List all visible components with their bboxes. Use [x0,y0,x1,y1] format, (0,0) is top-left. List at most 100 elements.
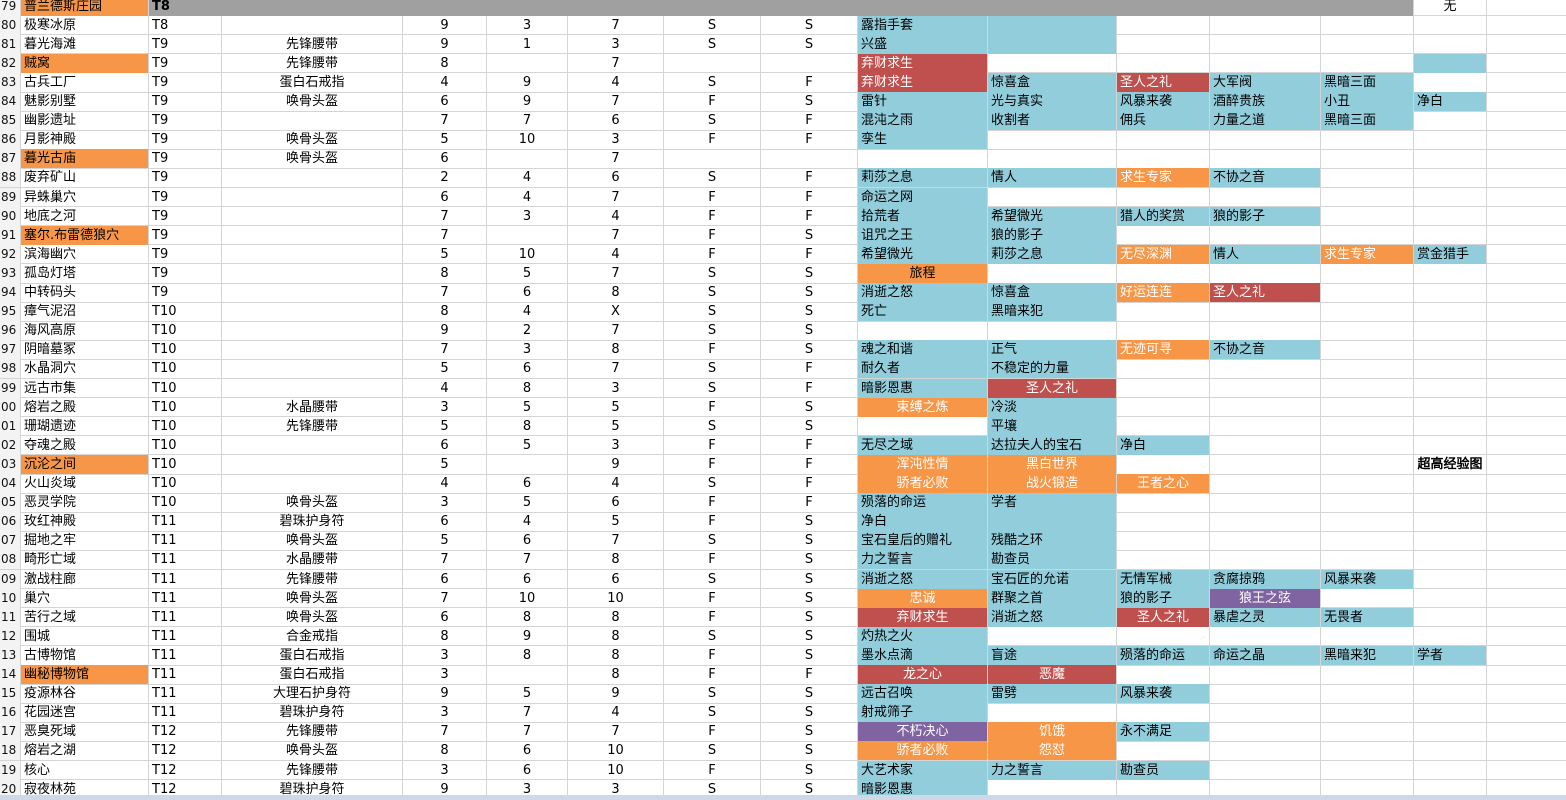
grade-cell[interactable]: S [707,781,717,797]
grade-cell[interactable]: F [805,189,813,205]
item-cell[interactable]: 大理石护身符 [272,686,351,702]
value-cell[interactable]: 3 [611,437,620,453]
grade-cell[interactable]: F [805,361,813,377]
value-cell[interactable]: 7 [440,342,449,358]
item-cell[interactable] [222,302,402,321]
value-cell[interactable]: 3 [611,36,620,52]
grade-cell[interactable] [761,149,857,168]
value-cell[interactable]: 7 [611,151,620,167]
grade-cell[interactable]: S [707,418,717,434]
item-cell[interactable]: 先锋腰带 [285,724,338,740]
item-cell[interactable] [222,359,402,378]
grade-cell[interactable]: F [805,246,813,262]
grade-cell[interactable]: F [805,113,813,129]
value-cell[interactable]: 3 [522,342,532,358]
item-cell[interactable] [222,474,402,493]
grade-cell[interactable]: F [805,380,813,396]
value-cell[interactable]: 7 [611,533,620,549]
extra-cell[interactable]: 赏金猎手 [1414,244,1486,264]
grade-cell[interactable]: F [708,552,716,568]
tag-cell[interactable]: 大军阀 [1210,72,1320,92]
item-cell[interactable] [222,379,402,398]
tag-cell[interactable]: 弃财求生 [858,72,987,92]
value-cell[interactable]: 10 [518,590,536,606]
value-cell[interactable]: 9 [522,74,532,90]
tag-cell[interactable]: 狼的影子 [1210,206,1320,226]
tag-cell[interactable]: 弃财求生 [858,53,987,73]
item-cell[interactable] [222,264,402,283]
value-cell[interactable] [487,54,567,73]
tag-cell[interactable]: 情人 [1210,244,1320,264]
value-cell[interactable]: 6 [522,361,532,377]
tag-cell[interactable]: 露指手套 [858,15,987,35]
grade-cell[interactable]: S [804,686,814,702]
grade-cell[interactable]: F [805,437,813,453]
item-cell[interactable]: 碧珠护身符 [279,514,345,530]
tag-cell[interactable]: 好运连连 [1117,283,1209,302]
grade-cell[interactable]: F [708,495,716,511]
map-name-cell[interactable]: 寂夜林苑 [24,781,77,797]
tag-cell[interactable]: 圣人之礼 [1117,607,1209,627]
grade-cell[interactable]: S [804,17,814,33]
grade-cell[interactable]: S [804,36,814,52]
grade-cell[interactable]: F [805,667,813,682]
value-cell[interactable]: 7 [522,113,532,129]
grade-cell[interactable]: S [804,628,814,644]
tag-cell[interactable] [858,417,987,436]
tag-cell[interactable]: 雷劈 [988,684,1116,704]
tag-cell[interactable]: 黑暗来犯 [988,302,1116,322]
tag-cell[interactable]: 墨水点滴 [858,645,987,665]
tier-cell[interactable]: T9 [152,265,169,281]
map-name-cell[interactable]: 地底之河 [24,208,77,224]
tag-cell[interactable]: 黑暗三面 [1321,72,1413,92]
value-cell[interactable]: 7 [440,285,449,300]
value-cell[interactable]: 6 [440,609,449,625]
tag-cell[interactable]: 黑暗来犯 [1321,645,1413,665]
grade-cell[interactable]: S [707,74,717,90]
tag-cell[interactable]: 耐久者 [858,359,987,379]
tag-cell[interactable]: 射戒筛子 [858,703,987,723]
grade-cell[interactable]: S [804,533,814,549]
value-cell[interactable] [568,0,663,16]
item-cell[interactable]: 水晶腰带 [285,399,338,415]
tag-cell[interactable]: 大艺术家 [858,760,987,780]
extra-cell[interactable]: 净白 [1414,92,1486,111]
value-cell[interactable]: 3 [522,17,532,33]
value-cell[interactable]: 7 [522,724,532,740]
grade-cell[interactable]: F [708,647,716,663]
value-cell[interactable]: 9 [440,781,449,797]
value-cell[interactable]: 7 [611,17,620,33]
value-cell[interactable]: 8 [611,285,620,300]
value-cell[interactable]: 7 [522,552,532,568]
value-cell[interactable]: 9 [440,686,449,702]
value-cell[interactable]: 3 [440,667,449,682]
value-cell[interactable] [487,455,567,474]
value-cell[interactable]: 4 [522,170,532,186]
tag-cell[interactable]: 混沌之雨 [858,111,987,131]
grade-cell[interactable]: S [804,304,814,320]
map-name-cell[interactable]: 熔岩之殿 [24,399,77,415]
tag-cell[interactable]: 贪腐掠鸦 [1210,569,1320,589]
value-cell[interactable]: 6 [440,94,449,109]
item-cell[interactable] [222,226,402,245]
value-cell[interactable]: 9 [522,94,532,109]
grade-cell[interactable]: S [804,781,814,797]
tier-cell[interactable]: T10 [152,304,177,320]
grade-cell[interactable]: F [708,437,716,453]
item-cell[interactable] [222,207,402,226]
tag-cell[interactable]: 暴虐之灵 [1210,607,1320,627]
tag-cell[interactable]: 不稳定的力量 [988,359,1116,379]
value-cell[interactable]: 8 [611,342,620,358]
map-name-cell[interactable]: 幽影遗址 [24,113,77,129]
tier-cell[interactable]: T11 [152,686,177,702]
item-cell[interactable] [222,16,402,35]
map-name-cell[interactable]: 暮光古庙 [21,149,148,169]
tag-cell[interactable]: 力之誓言 [988,760,1116,780]
tag-cell[interactable]: 死亡 [858,302,987,322]
grade-cell[interactable]: F [805,476,813,491]
tag-cell[interactable]: 风暴来袭 [1117,92,1209,111]
value-cell[interactable]: 5 [522,437,532,453]
map-name-cell[interactable]: 异蛛巢穴 [24,189,77,205]
map-name-cell[interactable]: 废弃矿山 [24,170,77,186]
tag-cell[interactable]: 不协之音 [1210,168,1320,188]
